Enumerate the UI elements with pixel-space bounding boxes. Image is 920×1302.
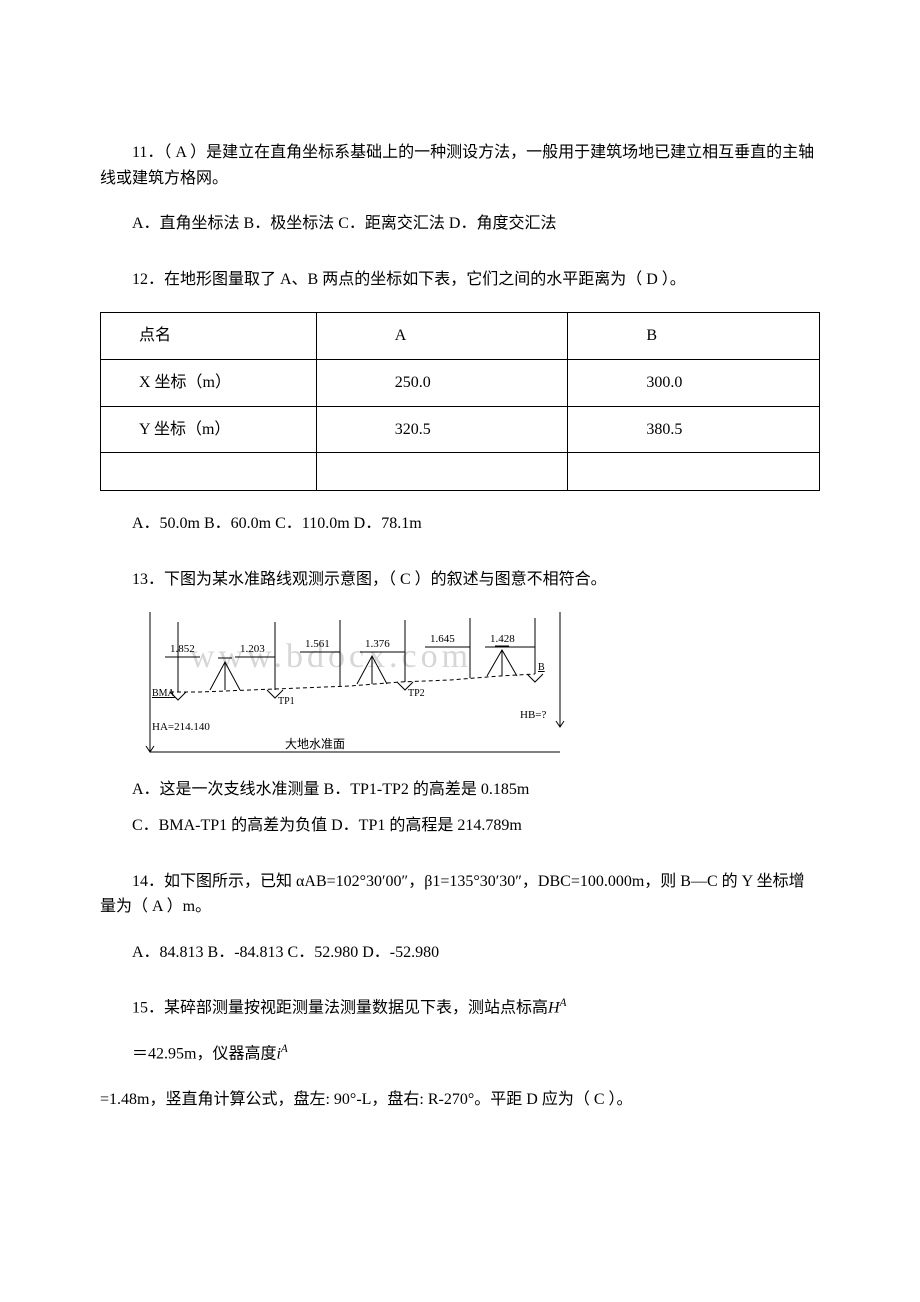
q13-diagram: www.bdocx.com — [140, 612, 820, 757]
symbol-subscript: A — [281, 1043, 288, 1055]
q13-text: 13．下图为某水准路线观测示意图，（ C ）的叙述与图意不相符合。 — [100, 567, 820, 593]
instrument-icon — [357, 652, 387, 684]
instrument-icon — [487, 646, 517, 676]
q15-line2a: ＝42.95m，仪器高度 — [132, 1046, 276, 1063]
q11-options: A．直角坐标法 B．极坐标法 C．距离交汇法 D．角度交汇法 — [100, 211, 820, 237]
instrument-icon — [210, 658, 240, 690]
label-ha: HA=214.140 — [152, 721, 210, 733]
label-bma: BMA — [152, 688, 176, 699]
q12-options: A．50.0m B．60.0m C．110.0m D．78.1m — [100, 511, 820, 537]
q14-text: 14．如下图所示，已知 αAB=102°30′00″，β1=135°30′30″… — [100, 869, 820, 920]
symbol-h: H — [548, 1000, 560, 1017]
table-row — [101, 453, 820, 491]
cell: 300.0 — [568, 359, 820, 406]
label-tp2: TP2 — [408, 688, 425, 699]
cell — [316, 453, 568, 491]
reading: 1.428 — [490, 633, 515, 645]
cell: Y 坐标（m） — [101, 406, 317, 453]
label-hb: HB=? — [520, 709, 546, 721]
table-row: X 坐标（m） 250.0 300.0 — [101, 359, 820, 406]
table-row: Y 坐标（m） 320.5 380.5 — [101, 406, 820, 453]
cell — [568, 453, 820, 491]
q15-line3: =1.48m，竖直角计算公式，盘左: 90°-L，盘右: R-270°。平距 D… — [100, 1087, 820, 1113]
label-tp1: TP1 — [278, 696, 295, 707]
label-b: B — [538, 662, 545, 673]
q13-option-line2: C．BMA-TP1 的高差为负值 D．TP1 的高程是 214.789m — [100, 813, 820, 839]
q13-option-line1: A．这是一次支线水准测量 B．TP1-TP2 的高差是 0.185m — [100, 777, 820, 803]
cell: X 坐标（m） — [101, 359, 317, 406]
label-datum: 大地水准面 — [285, 737, 345, 751]
q15-line1: 15．某碎部测量按视距测量法测量数据见下表，测站点标高HA — [100, 995, 820, 1021]
cell: 点名 — [101, 313, 317, 360]
table-row: 点名 A B — [101, 313, 820, 360]
cell: 250.0 — [316, 359, 568, 406]
reading: 1.561 — [305, 638, 330, 650]
reading: 1.376 — [365, 638, 390, 650]
reading: 1.852 — [170, 643, 195, 655]
q15-line2: ＝42.95m，仪器高度iA — [100, 1041, 820, 1067]
cell: A — [316, 313, 568, 360]
cell: B — [568, 313, 820, 360]
q11-text: 11．（ A ）是建立在直角坐标系基础上的一种测设方法，一般用于建筑场地已建立相… — [100, 140, 820, 191]
reading: 1.645 — [430, 633, 455, 645]
symbol-subscript: A — [560, 997, 567, 1009]
q12-text: 12．在地形图量取了 A、B 两点的坐标如下表，它们之间的水平距离为（ D ）。 — [100, 267, 820, 293]
cell — [101, 453, 317, 491]
q15-line1a: 15．某碎部测量按视距测量法测量数据见下表，测站点标高 — [132, 1000, 548, 1017]
cell: 320.5 — [316, 406, 568, 453]
reading: 1.203 — [240, 643, 265, 655]
cell: 380.5 — [568, 406, 820, 453]
q14-options: A．84.813 B．-84.813 C．52.980 D．-52.980 — [100, 940, 820, 966]
q12-table: 点名 A B X 坐标（m） 250.0 300.0 Y 坐标（m） 320.5… — [100, 312, 820, 491]
